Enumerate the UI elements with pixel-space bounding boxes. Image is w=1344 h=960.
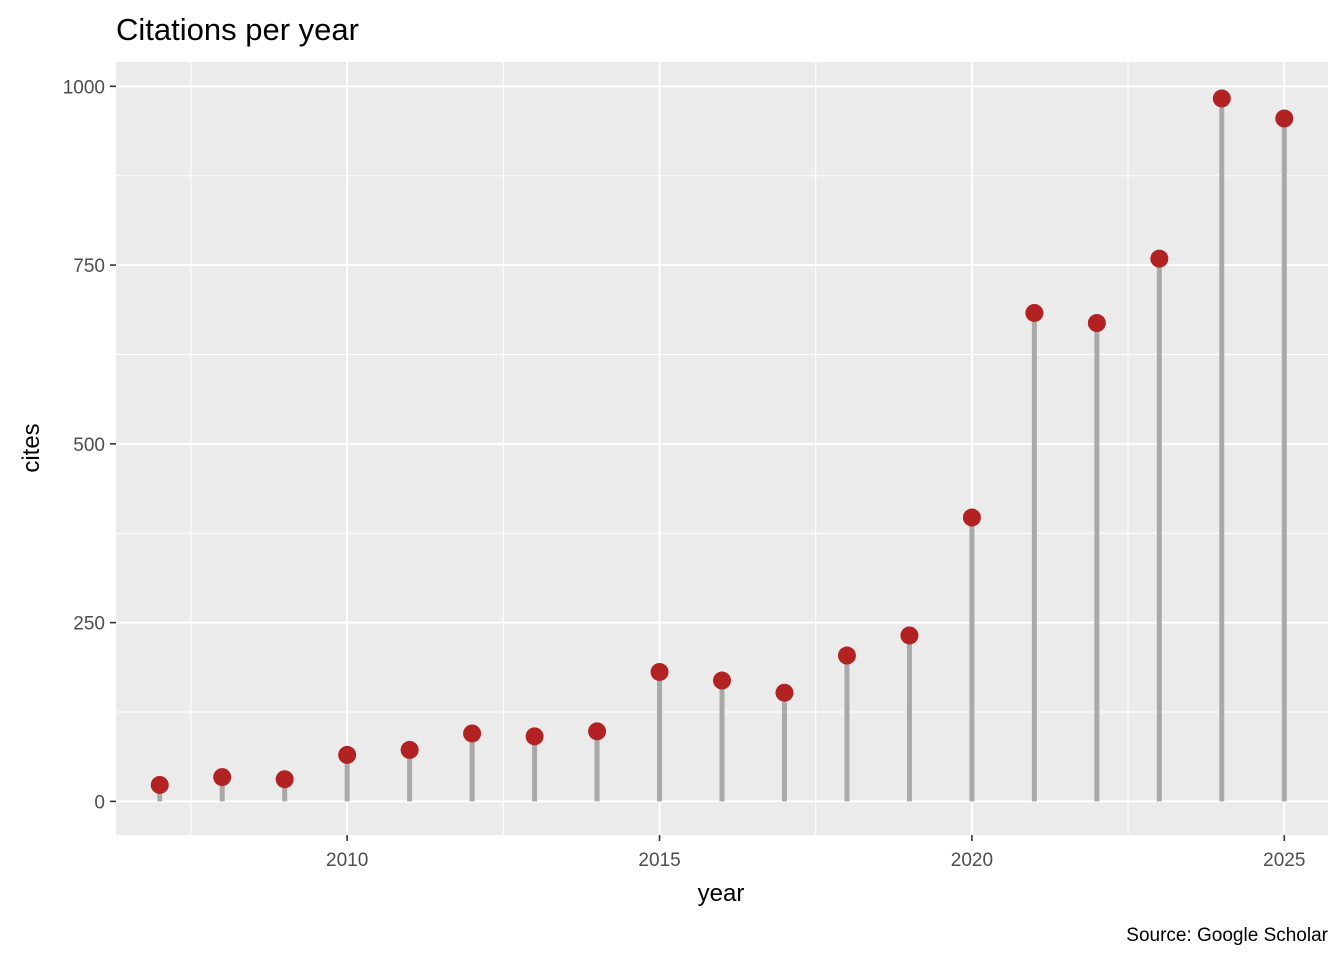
data-point: [150, 775, 169, 794]
data-point: [588, 722, 607, 741]
data-point: [1275, 109, 1294, 128]
data-point: [713, 671, 731, 690]
y-axis: 0 250 500 750 1000: [63, 77, 116, 813]
data-point: [837, 646, 856, 665]
y-axis-title: cites: [18, 423, 45, 472]
x-tick-label: 2020: [951, 850, 993, 871]
data-point: [213, 768, 232, 787]
y-tick-label: 0: [94, 792, 105, 813]
y-tick-label: 750: [73, 256, 105, 277]
data-point: [525, 727, 544, 746]
x-axis: 2010 2015 2020 2025: [326, 835, 1305, 871]
data-point: [1025, 303, 1044, 322]
data-point: [463, 724, 482, 743]
points: [150, 89, 1294, 794]
x-tick-label: 2025: [1263, 850, 1305, 871]
x-tick-label: 2010: [326, 850, 368, 871]
data-point: [338, 745, 357, 764]
y-tick-label: 500: [73, 435, 105, 456]
data-point: [775, 683, 794, 702]
data-point: [400, 740, 419, 759]
data-point: [962, 508, 981, 527]
data-point: [1150, 249, 1169, 268]
data-point: [650, 662, 669, 681]
data-point: [275, 770, 294, 789]
x-tick-label: 2015: [638, 850, 680, 871]
y-tick-label: 250: [73, 614, 105, 635]
minor-gridlines: [116, 62, 1328, 835]
chart-title: Citations per year: [116, 12, 359, 47]
data-point: [1087, 314, 1106, 333]
x-axis-title: year: [698, 880, 745, 907]
y-tick-label: 1000: [63, 77, 105, 98]
chart-caption: Source: Google Scholar: [1126, 925, 1328, 946]
data-point: [900, 626, 919, 645]
data-point: [1212, 89, 1231, 108]
